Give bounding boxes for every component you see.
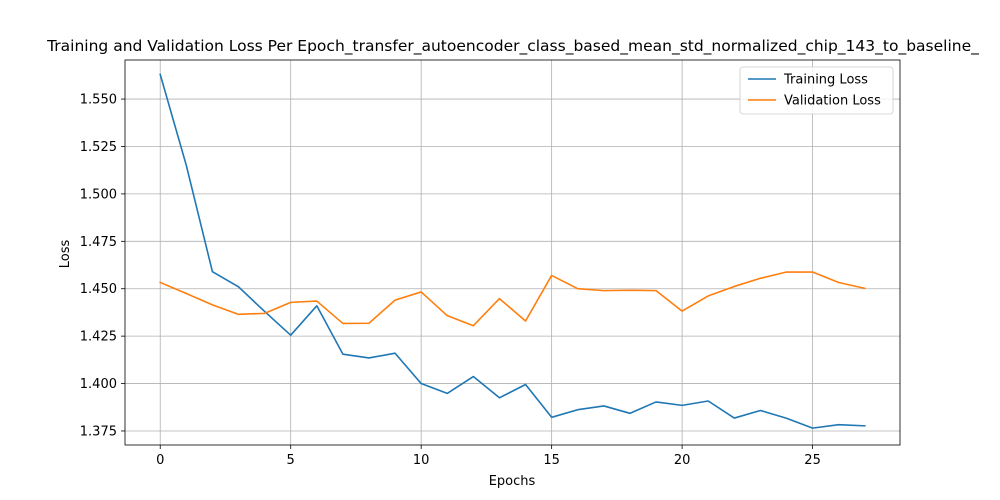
x-tick-label: 25 [804, 453, 821, 468]
series-line-validation-loss [159, 271, 866, 327]
x-axis-label: Epochs [489, 474, 536, 489]
y-tick-label: 1.425 [80, 330, 117, 345]
y-axis-label: Loss [58, 240, 73, 269]
y-tick-label: 1.500 [80, 187, 117, 202]
y-tick-label: 1.450 [80, 282, 117, 297]
y-tick-label: 1.550 [80, 93, 117, 108]
y-tick-label: 1.375 [80, 424, 117, 439]
y-axis-ticks: 1.375 1.400 1.425 1.450 1.475 1.500 1.525 1.550 [80, 93, 125, 439]
chart-title: Training and Validation Loss Per Epoch_t… [46, 37, 979, 56]
legend-label: Validation Loss [784, 94, 881, 109]
legend-label: Training Loss [783, 73, 868, 88]
x-tick-label: 10 [413, 453, 430, 468]
series-line-training-loss [159, 73, 866, 429]
legend-box [739, 66, 894, 115]
x-tick-label: 5 [287, 453, 295, 468]
plot-frame [124, 59, 901, 446]
y-tick-label: 1.525 [80, 140, 117, 155]
x-axis-ticks: 0 5 10 15 20 25 [156, 445, 821, 468]
y-tick-label: 1.400 [80, 377, 117, 392]
legend: Training Loss Validation Loss [739, 66, 894, 115]
x-tick-label: 20 [674, 453, 691, 468]
grid-lines [125, 60, 900, 445]
x-tick-label: 0 [156, 453, 164, 468]
y-tick-label: 1.475 [80, 235, 117, 250]
series-layer [159, 73, 866, 429]
x-tick-label: 15 [543, 453, 560, 468]
